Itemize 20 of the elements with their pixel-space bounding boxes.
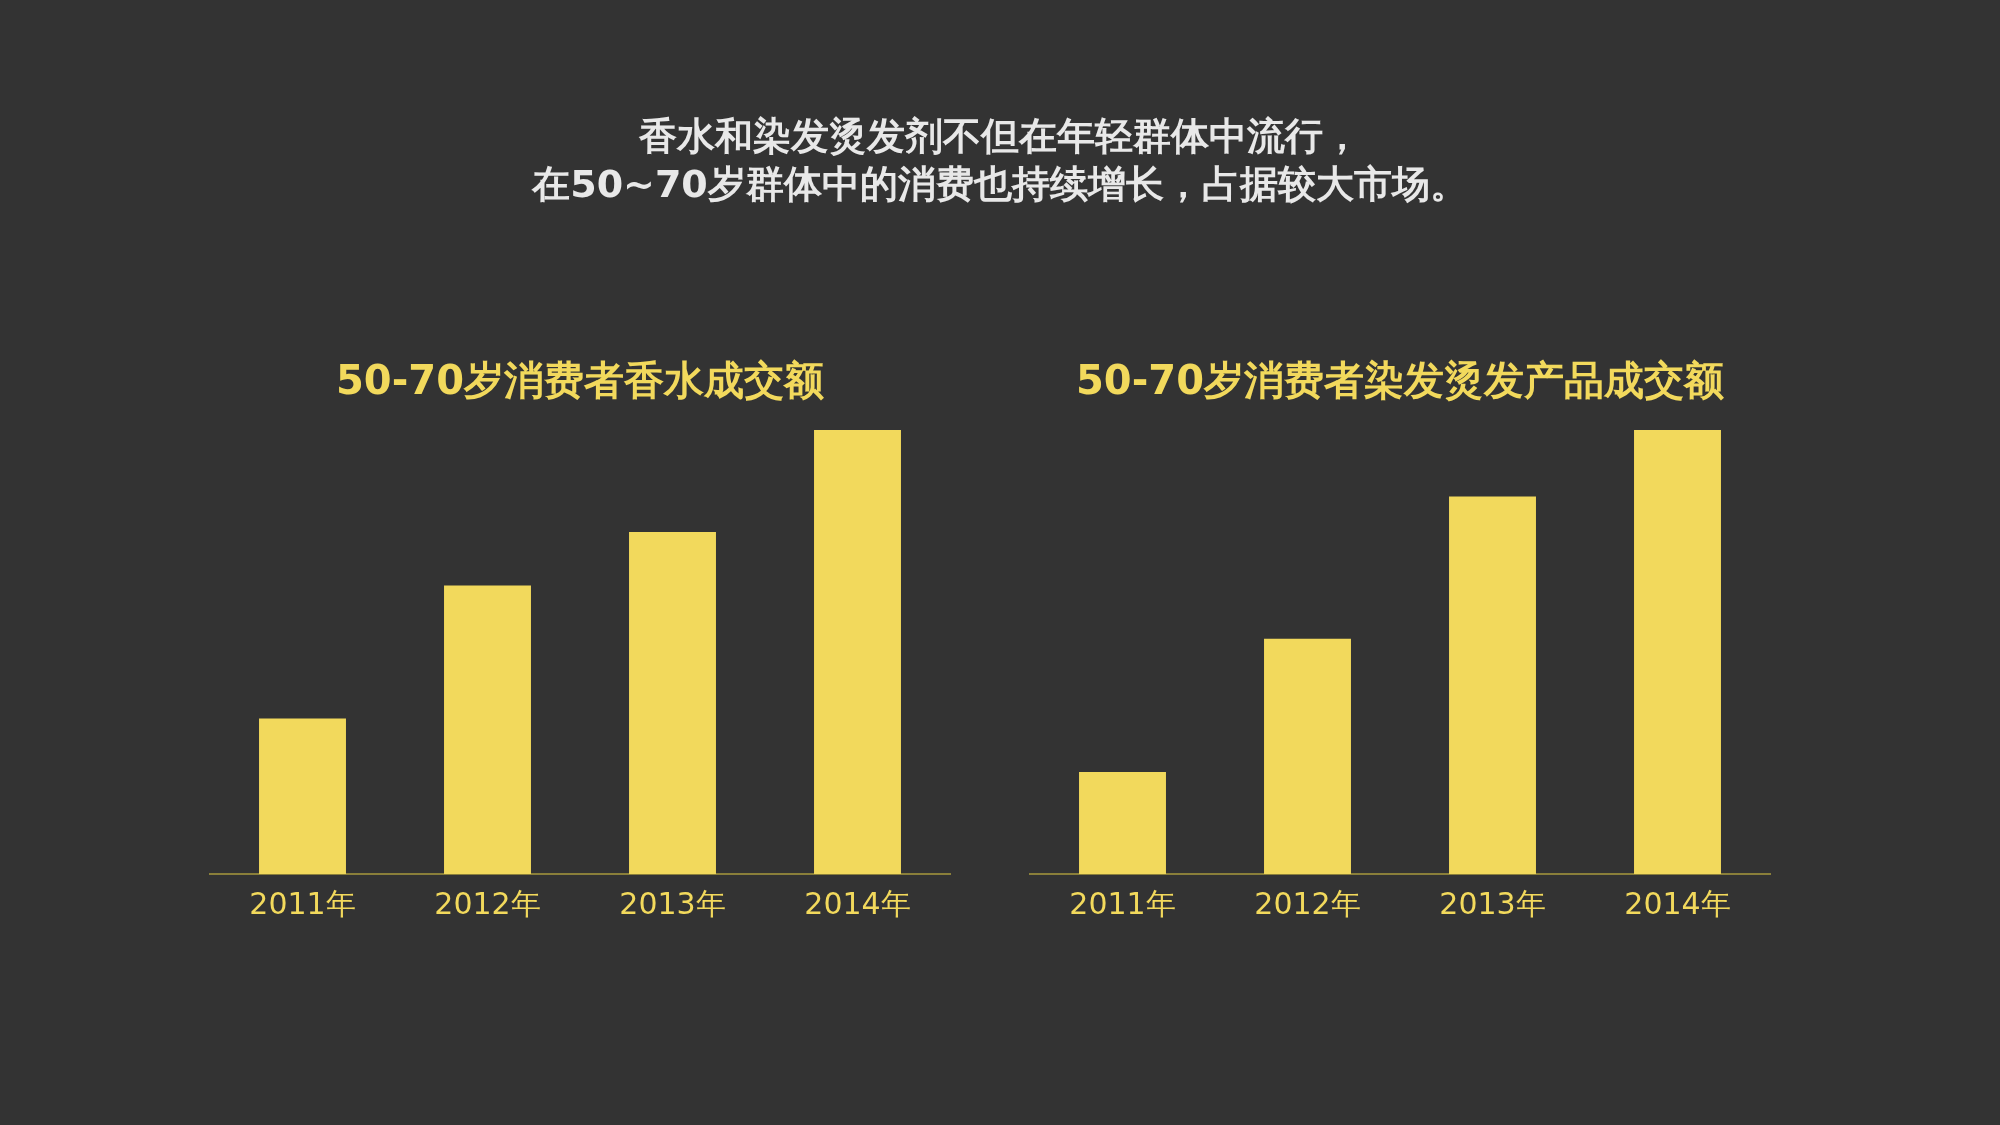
bar (259, 718, 346, 874)
x-tick-label: 2013年 (619, 885, 726, 921)
x-tick-label: 2012年 (434, 885, 541, 921)
x-tick-label: 2014年 (1624, 885, 1731, 921)
x-tick-label: 2012年 (1254, 885, 1361, 921)
text: 香水和染发烫发剂不但在年轻群体中流行， (638, 113, 1362, 160)
x-tick-label: 2014年 (804, 885, 911, 921)
text: 在50~70岁群体中的消费也持续增长，占据较大市场。 (530, 161, 1469, 208)
x-tick-label: 2011年 (1069, 885, 1176, 921)
x-tick-label: 2013年 (1439, 885, 1546, 921)
bar (1079, 771, 1166, 874)
bar (629, 532, 716, 874)
x-tick-label: 2011年 (249, 885, 356, 921)
chart-title: 50-70岁消费者香水成交额 (335, 356, 825, 405)
bar (1264, 638, 1351, 874)
bar (444, 585, 531, 874)
bar (1449, 496, 1536, 874)
bar (1634, 430, 1721, 874)
chart-title: 50-70岁消费者染发烫发产品成交额 (1075, 356, 1725, 405)
bar (814, 430, 901, 874)
